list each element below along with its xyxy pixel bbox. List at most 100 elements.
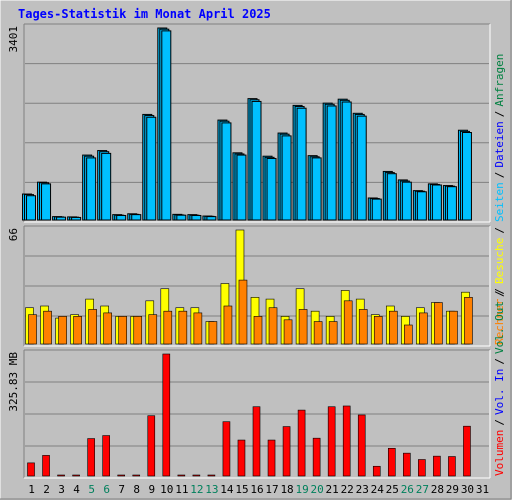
legend-sep-5: / (493, 419, 506, 426)
bar-volumen-day-25 (387, 447, 396, 477)
x-tick-label-day-8: 8 (133, 483, 140, 496)
bar-rechner-day-9 (148, 314, 158, 345)
legend-volume: Volumen (493, 430, 506, 476)
legend-sep-6: / (493, 358, 506, 365)
bar-seiten-day-17 (266, 157, 277, 221)
bar-volumen-day-22 (342, 405, 351, 477)
bar-volumen-day-13 (207, 474, 216, 477)
bar-volumen-day-14 (222, 421, 231, 477)
bar-volumen-day-23 (357, 414, 366, 477)
panel-bottom: 325.83 MB (7, 349, 491, 479)
legend-bottom: Volumen / Vol. In / Vol. Out / (493, 290, 506, 476)
x-tick-label-day-6: 6 (103, 483, 110, 496)
panel-top: 3401 (7, 23, 491, 223)
bar-volumen-day-7 (117, 474, 126, 477)
y-max-label-middle: 66 (7, 228, 20, 241)
bar-seiten-day-18 (281, 135, 292, 221)
legend-pages: Seiten (493, 182, 506, 222)
bar-volumen-day-8 (132, 474, 141, 477)
x-tick-label-day-3: 3 (58, 483, 65, 496)
bar-volumen-day-15 (237, 439, 246, 477)
bar-seiten-day-13 (206, 216, 217, 221)
bar-volumen-day-3 (57, 474, 65, 477)
bar-volumen-day-17 (267, 439, 276, 477)
bar-rechner-day-28 (434, 302, 443, 345)
x-tick-label-day-24: 24 (371, 483, 385, 496)
bar-seiten-day-24 (371, 198, 382, 221)
bar-rechner-day-12 (193, 312, 203, 345)
legend-middle: Rechner/Besuche/ (493, 227, 506, 345)
bar-rechner-day-11 (178, 310, 188, 345)
bar-rechner-day-14 (223, 305, 233, 345)
y-max-label-bottom: 325.83 MB (7, 352, 20, 412)
x-tick-label-day-13: 13 (205, 483, 218, 496)
bar-volumen-day-18 (282, 426, 291, 477)
x-tick-label-day-12: 12 (190, 483, 203, 496)
bar-volumen-day-1 (27, 462, 35, 477)
x-tick-label-day-23: 23 (356, 483, 369, 496)
bar-volumen-day-4 (72, 474, 80, 477)
x-tick-label-day-31: 31 (476, 483, 489, 496)
bar-seiten-day-15 (236, 154, 247, 221)
bar-rechner-day-10 (163, 310, 173, 345)
bar-seiten-day-26 (401, 181, 412, 221)
bar-rechner-day-3 (58, 316, 67, 345)
x-tick-label-day-4: 4 (73, 483, 80, 496)
bar-seiten-day-9 (146, 116, 157, 221)
x-tick-label-day-19: 19 (295, 483, 308, 496)
x-tick-label-day-29: 29 (446, 483, 459, 496)
legend-sep-1: / (493, 172, 506, 179)
bar-seiten-day-21 (326, 105, 337, 221)
bar-volumen-day-20 (312, 437, 321, 477)
bar-seiten-day-27 (416, 191, 427, 221)
bar-seiten-day-8 (131, 214, 142, 221)
bar-rechner-day-15 (238, 279, 248, 345)
x-tick-label-day-11: 11 (175, 483, 188, 496)
bar-rechner-day-6 (103, 312, 112, 345)
bar-seiten-day-3 (56, 216, 67, 221)
bar-seiten-day-11 (176, 214, 187, 221)
legend-top: Seiten / Dateien / Anfragen (493, 54, 506, 222)
x-tick-label-day-18: 18 (280, 483, 293, 496)
x-tick-label-day-10: 10 (160, 483, 173, 496)
bar-rechner-day-29 (449, 310, 458, 345)
bar-rechner-day-17 (268, 307, 278, 345)
bar-rechner-day-30 (464, 297, 473, 345)
chart-panels: 3401 66 325.83 MB (7, 23, 491, 479)
bar-volumen-day-24 (372, 465, 381, 477)
x-tick-label-day-16: 16 (250, 483, 263, 496)
bar-seiten-day-22 (341, 101, 352, 221)
bar-seiten-day-14 (221, 122, 232, 221)
legend-sep-7: / (493, 290, 506, 297)
bar-rechner-day-24 (373, 316, 383, 345)
y-max-label-top: 3401 (7, 26, 20, 53)
bar-volumen-day-10 (162, 353, 171, 477)
bar-volumen-day-11 (177, 474, 186, 477)
chart-title: Tages-Statistik im Monat April 2025 (18, 7, 271, 21)
bar-seiten-day-19 (296, 107, 307, 221)
x-tick-label-day-17: 17 (265, 483, 278, 496)
bar-seiten-day-25 (386, 173, 397, 221)
bar-rechner-day-22 (343, 300, 353, 345)
legend-volout: Vol. Out (493, 301, 506, 354)
bar-seiten-day-29 (446, 186, 457, 221)
bar-volumen-day-12 (192, 474, 201, 477)
x-axis-labels: 1 2 3 4 5 6 7 8 9 10 11 12 13 14 15 16 17 18 19 20 21 22 23 24 2… (28, 483, 489, 496)
bar-volumen-day-9 (147, 415, 156, 477)
bar-seiten-day-5 (86, 157, 97, 221)
bar-volumen-day-2 (42, 455, 50, 477)
x-tick-label-day-21: 21 (326, 483, 339, 496)
legend-files: Dateien (493, 121, 506, 167)
bar-rechner-day-4 (73, 316, 82, 345)
bar-seiten-day-4 (71, 216, 82, 221)
bar-volumen-day-27 (418, 459, 426, 477)
bar-seiten-day-20 (311, 157, 322, 221)
bar-rechner-day-20 (313, 321, 323, 345)
x-tick-label-day-27: 27 (416, 483, 429, 496)
x-tick-label-day-20: 20 (311, 483, 324, 496)
legend-sep-4: / (493, 227, 506, 234)
x-tick-label-day-26: 26 (401, 483, 414, 496)
bar-seiten-day-30 (461, 131, 472, 221)
bar-rechner-day-7 (118, 316, 128, 345)
bar-volumen-day-6 (102, 435, 110, 477)
